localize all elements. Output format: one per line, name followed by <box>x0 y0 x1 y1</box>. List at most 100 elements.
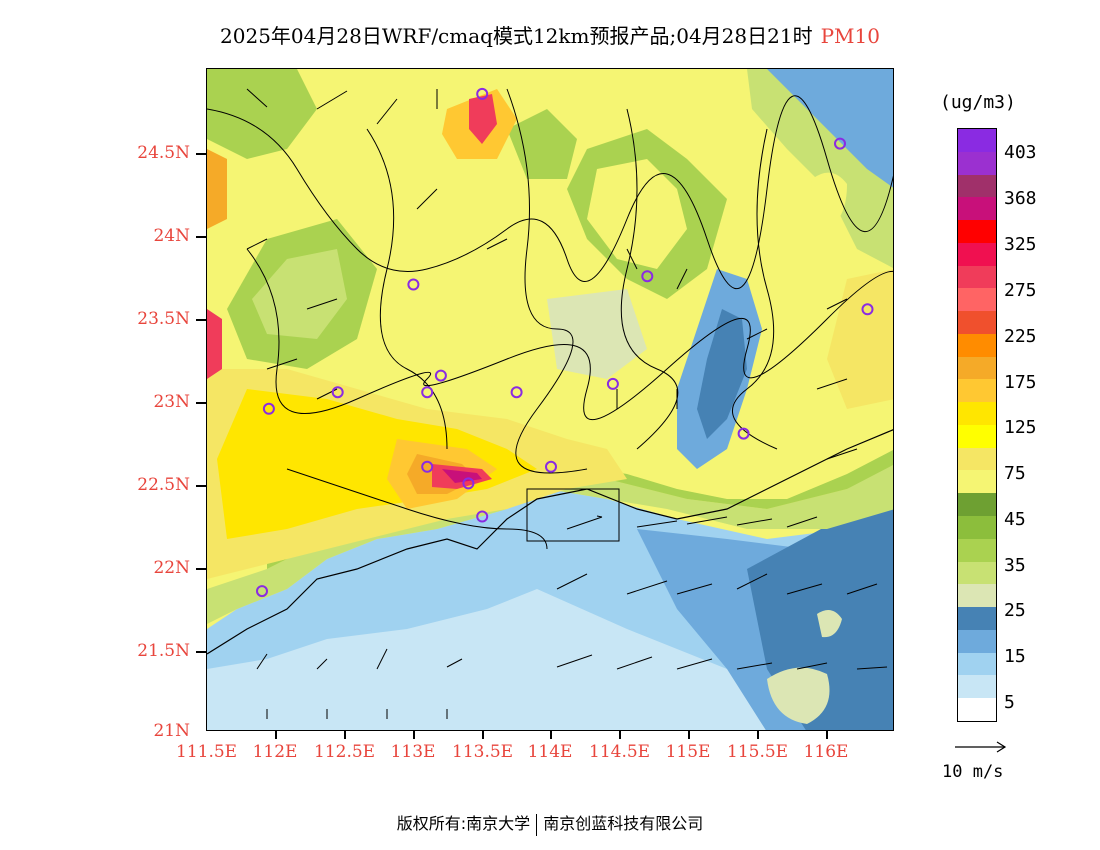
legend-swatch <box>958 129 996 152</box>
legend-label: 225 <box>1004 326 1037 347</box>
wind-reference-label: 10 m/s <box>942 762 1004 782</box>
lat-tick <box>196 651 206 653</box>
copyright-owner: 版权所有:南京大学 <box>396 814 531 833</box>
legend-label: 5 <box>1004 692 1015 713</box>
legend-swatch <box>958 675 996 699</box>
legend-swatch <box>958 538 996 562</box>
station-marker[interactable] <box>421 460 434 473</box>
lat-label: 21.5N <box>137 641 190 661</box>
station-marker[interactable] <box>434 369 447 382</box>
legend-swatch <box>958 311 996 334</box>
station-marker[interactable] <box>861 303 874 316</box>
legend-label: 15 <box>1004 646 1026 667</box>
legend-unit: (ug/m3) <box>940 92 1016 113</box>
map-title: 2025年04月28日WRF/cmaq模式12km预报产品;04月28日21时 P… <box>0 20 1100 49</box>
legend-label: 25 <box>1004 600 1026 621</box>
station-marker[interactable] <box>476 510 489 523</box>
legend-label: 275 <box>1004 280 1037 301</box>
legend-label: 403 <box>1004 142 1037 163</box>
station-marker[interactable] <box>262 402 275 415</box>
legend-swatch <box>958 470 996 494</box>
station-marker[interactable] <box>834 137 846 150</box>
lat-tick <box>196 402 206 404</box>
lat-label: 23N <box>153 392 190 412</box>
legend-swatch <box>958 265 996 289</box>
lon-label: 113E <box>390 742 436 762</box>
lon-label: 113.5E <box>452 742 514 762</box>
copyright-company: 南京创蓝科技有限公司 <box>543 814 704 833</box>
legend-swatch <box>958 197 996 221</box>
legend-label: 125 <box>1004 417 1037 438</box>
lat-label: 24.5N <box>137 143 190 163</box>
legend-swatch <box>958 493 996 517</box>
station-marker[interactable] <box>462 477 475 490</box>
lat-tick <box>196 236 206 238</box>
station-marker[interactable] <box>421 386 434 399</box>
lat-label: 21N <box>153 721 190 741</box>
legend-swatch <box>958 561 996 585</box>
legend-swatch <box>958 629 996 653</box>
legend-label: 75 <box>1004 463 1026 484</box>
legend-label: 325 <box>1004 234 1037 255</box>
legend-swatch <box>958 174 996 198</box>
lat-label: 23.5N <box>137 309 190 329</box>
station-marker[interactable] <box>256 585 268 598</box>
lon-label: 112.5E <box>314 742 376 762</box>
lon-label: 114E <box>527 742 573 762</box>
map-canvas <box>207 69 893 730</box>
lon-label: 112E <box>252 742 298 762</box>
legend-label: 175 <box>1004 372 1037 393</box>
legend-swatch <box>958 652 996 676</box>
footer-divider <box>536 813 538 836</box>
lon-label: 116E <box>803 742 849 762</box>
legend-swatch <box>958 356 996 380</box>
legend-swatch <box>958 698 996 721</box>
station-marker[interactable] <box>476 87 489 100</box>
station-markers <box>256 87 874 598</box>
wind-reference-arrow-icon <box>955 741 1007 753</box>
legend-swatch <box>958 333 996 357</box>
lat-tick <box>196 319 206 321</box>
lat-label: 22N <box>153 558 190 578</box>
lon-tick <box>344 731 346 739</box>
lon-tick <box>482 731 484 739</box>
legend-swatch <box>958 424 996 448</box>
legend-label: 368 <box>1004 188 1037 209</box>
legend-swatch <box>958 402 996 425</box>
legend-swatch <box>958 584 996 608</box>
legend-swatch <box>958 516 996 539</box>
station-marker[interactable] <box>737 427 750 440</box>
station-marker[interactable] <box>641 270 654 283</box>
station-marker[interactable] <box>545 460 557 473</box>
station-marker[interactable] <box>510 386 523 399</box>
lon-tick <box>275 731 277 739</box>
pollutant-label: PM10 <box>820 24 880 48</box>
color-legend <box>957 128 997 722</box>
lat-tick <box>196 568 206 570</box>
lon-label: 111.5E <box>176 742 238 762</box>
legend-swatch <box>958 288 996 312</box>
legend-swatch <box>958 607 996 630</box>
legend-swatch <box>958 242 996 266</box>
lat-tick <box>196 153 206 155</box>
lat-label: 22.5N <box>137 475 190 495</box>
lon-tick <box>550 731 552 739</box>
title-main: 2025年04月28日WRF/cmaq模式12km预报产品;04月28日21时 <box>220 24 813 48</box>
lon-tick <box>826 731 828 739</box>
legend-label: 35 <box>1004 555 1026 576</box>
lat-tick <box>196 485 206 487</box>
lat-label: 24N <box>153 226 190 246</box>
map-panel[interactable] <box>206 68 894 731</box>
lon-label: 115.5E <box>727 742 789 762</box>
legend-label: 45 <box>1004 509 1026 530</box>
lon-tick <box>413 731 415 739</box>
lon-label: 114.5E <box>589 742 651 762</box>
station-marker[interactable] <box>331 386 344 399</box>
station-marker[interactable] <box>606 377 619 390</box>
lon-tick <box>757 731 759 739</box>
lon-label: 115E <box>665 742 711 762</box>
legend-swatch <box>958 220 996 243</box>
legend-swatch <box>958 151 996 175</box>
station-marker[interactable] <box>407 278 420 291</box>
legend-swatch <box>958 379 996 403</box>
